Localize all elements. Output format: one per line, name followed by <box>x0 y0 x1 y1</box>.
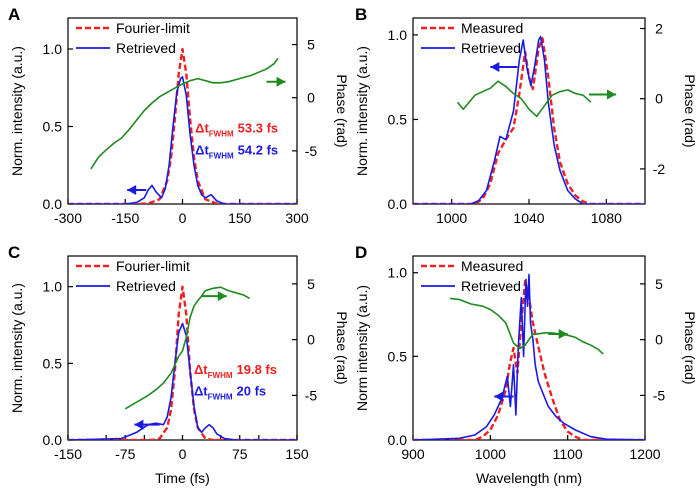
y-tick-label: 0.0 <box>388 432 408 448</box>
y-axis-label: Norm. intensity (a.u.) <box>9 46 25 176</box>
legend-label: Retrieved <box>461 40 521 56</box>
y-tick-label: 0.5 <box>388 111 408 127</box>
x-tick-label: -150 <box>111 210 139 226</box>
series-phase-line <box>450 297 604 355</box>
y2-tick-label: 5 <box>307 37 315 53</box>
y2-axis-label: Phase (rad) <box>682 74 698 147</box>
x-tick-label: -75 <box>115 446 135 462</box>
series-fourier-limit-line <box>68 47 297 204</box>
series-phase-line <box>90 57 279 170</box>
y-tick-label: 0.5 <box>43 355 63 371</box>
panel-a: -300 -150 0 150 300 0.0 0.5 1.0 -5 0 5 Norm. intens… <box>8 5 350 226</box>
y-tick-label: 0.5 <box>388 348 408 364</box>
x-tick-label: 300 <box>285 210 309 226</box>
x-tick-label: 1200 <box>629 446 660 462</box>
x-axis-label: Wavelength (nm) <box>476 470 582 486</box>
y-tick-label: 1.0 <box>388 265 408 281</box>
legend-label: Retrieved <box>461 278 521 294</box>
y2-axis-label: Phase (rad) <box>682 311 698 384</box>
x-tick-label: 1000 <box>475 446 506 462</box>
y-axis-label: Norm. intensity (a.u.) <box>354 46 370 176</box>
y2-tick-label: 0 <box>655 332 663 348</box>
y-tick-label: 1.0 <box>43 41 63 57</box>
y2-tick-label: 0 <box>307 332 315 348</box>
panel-letter: B <box>355 5 367 24</box>
x-tick-label: -300 <box>54 210 82 226</box>
x-tick-label: 150 <box>285 446 309 462</box>
x-axis-label: Time (fs) <box>155 470 210 486</box>
fwhm-annotation: ΔtFWHM 20 fs <box>194 384 266 402</box>
y2-axis-label: Phase (rad) <box>334 311 350 384</box>
y2-tick-label: -5 <box>305 143 318 159</box>
y-axis-label: Norm intensity (a.u.) <box>354 285 370 411</box>
y-tick-label: 0.5 <box>43 119 63 135</box>
y2-tick-label: -5 <box>305 387 318 403</box>
y2-tick-label: 2 <box>655 21 663 37</box>
series-measured-line <box>413 37 645 204</box>
series-retrieved-line <box>413 35 645 204</box>
panel-letter: D <box>355 243 367 262</box>
legend-label: Measured <box>461 258 523 274</box>
x-tick-label: -150 <box>54 446 82 462</box>
axis-arrow-head <box>490 62 500 73</box>
x-tick-label: 1000 <box>436 210 467 226</box>
panel-b: 1000 1040 1080 0.0 0.5 1.0 -2 0 2 Norm. intensity… <box>354 5 698 226</box>
plot-frame <box>412 17 646 205</box>
x-tick-label: 900 <box>401 446 425 462</box>
axis-arrow-head <box>134 419 144 430</box>
y2-tick-label: 0 <box>655 91 663 107</box>
axis-arrow-head <box>607 89 616 100</box>
x-tick-label: 0 <box>179 210 187 226</box>
axis-arrow-head <box>276 76 286 87</box>
axis-arrow-head <box>127 185 137 196</box>
series-retrieved-line <box>413 273 645 440</box>
y2-tick-label: 5 <box>307 276 315 292</box>
y-tick-label: 0.0 <box>388 196 408 212</box>
x-tick-label: 150 <box>228 210 252 226</box>
legend-label: Retrieved <box>116 40 176 56</box>
x-tick-label: 0 <box>179 446 187 462</box>
legend-label: Fourier-limit <box>116 20 190 36</box>
legend-label: Retrieved <box>116 278 176 294</box>
panel-letter: A <box>8 5 20 24</box>
fwhm-annotation: ΔtFWHM 53.3 fs <box>195 121 278 139</box>
series-phase-line <box>456 80 592 118</box>
panel-d: 900 1000 1100 1200 0.0 0.5 1.0 -5 0 5 Norm intensi… <box>354 243 698 486</box>
y-axis-label: Norm. intensity (a.u.) <box>9 283 25 413</box>
y2-tick-label: 5 <box>655 276 663 292</box>
series-retrieved-line <box>68 76 297 204</box>
fwhm-annotation: ΔtFWHM 54.2 fs <box>195 142 278 160</box>
x-tick-label: 1080 <box>591 210 622 226</box>
plot-frame <box>67 17 298 205</box>
y2-tick-label: 0 <box>307 90 315 106</box>
panel-c: -150 -75 0 75 150 0.0 0.5 1.0 -5 0 5 Norm. intensit… <box>8 243 350 486</box>
panel-letter: C <box>8 243 20 262</box>
x-tick-label: 1040 <box>513 210 544 226</box>
series-retrieved-line <box>68 322 297 440</box>
x-tick-label: 75 <box>232 446 248 462</box>
series-phase-line <box>124 286 251 410</box>
fwhm-annotation: ΔtFWHM 19.8 fs <box>194 362 277 380</box>
plot-frame <box>412 255 646 441</box>
legend-label: Measured <box>461 20 523 36</box>
y-tick-label: 0.0 <box>43 196 63 212</box>
axis-arrow-head <box>558 329 568 340</box>
series-measured-line <box>413 279 645 440</box>
y2-axis-label: Phase (rad) <box>334 74 350 147</box>
y-tick-label: 1.0 <box>43 279 63 295</box>
y-tick-label: 1.0 <box>388 27 408 43</box>
axis-arrow-head <box>217 291 227 302</box>
x-tick-label: 1100 <box>553 446 583 462</box>
legend-label: Fourier-limit <box>116 258 190 274</box>
y2-tick-label: -2 <box>653 161 666 177</box>
series-fourier-limit-line <box>68 285 297 440</box>
y2-tick-label: -5 <box>653 387 666 403</box>
axis-arrow-head <box>494 391 504 402</box>
y-tick-label: 0.0 <box>43 432 63 448</box>
